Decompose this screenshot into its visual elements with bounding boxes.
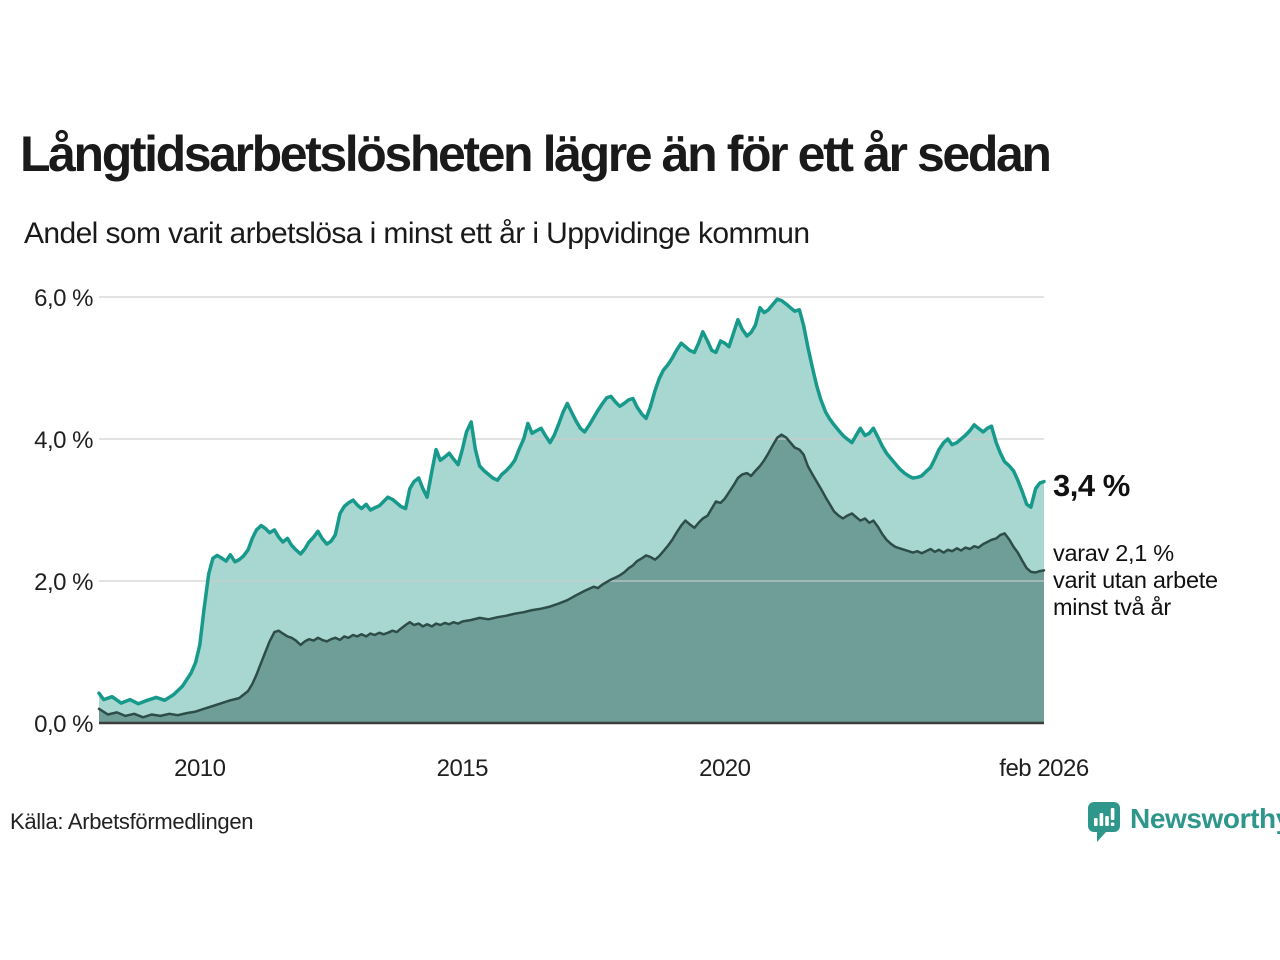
area-fill-series-1 [99,434,1044,723]
x-tick-label: 2015 [437,755,489,782]
newsworthy-logo: Newsworthy [1086,800,1280,849]
x-tick-label: 2010 [174,755,226,782]
y-tick-label: 0,0 % [34,711,93,738]
logo-bubble-shape [1088,802,1120,842]
annotation-latest-total: 3,4 % [1053,468,1130,503]
y-tick-label: 2,0 % [34,569,93,596]
source-label: Källa: Arbetsförmedlingen [10,809,254,834]
page-subtitle: Andel som varit arbetslösa i minst ett å… [24,217,810,250]
y-tick-label: 4,0 % [34,427,93,454]
newsworthy-wordmark: Newsworthy [1130,803,1280,834]
x-tick-label: 2020 [699,755,751,782]
page-title: Långtidsarbetslösheten lägre än för ett … [20,126,1052,182]
line-series-0 [97,297,1046,706]
newsworthy-bubble-chart-icon [1086,800,1122,849]
x-tick-label: feb 2026 [999,755,1089,782]
line-series-1 [97,433,1046,719]
y-tick-label: 6,0 % [34,285,93,312]
annotation-latest-two-years: varav 2,1 % varit utan arbete minst två … [1053,540,1218,620]
